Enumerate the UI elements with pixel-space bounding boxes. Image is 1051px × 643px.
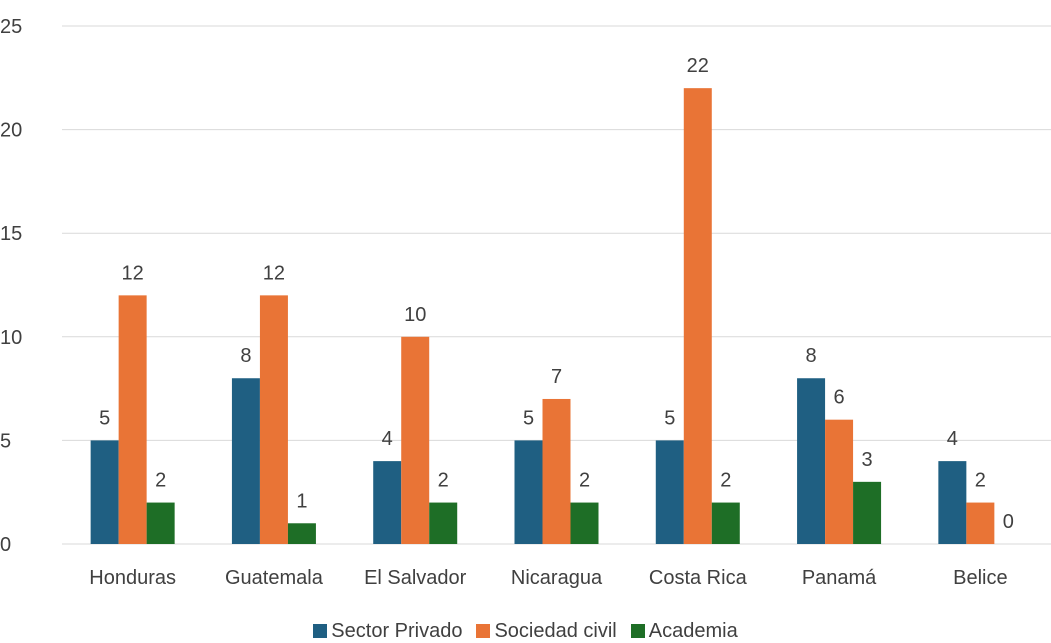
gridlines xyxy=(62,25,1051,545)
y-tick-label: 5 xyxy=(0,430,11,452)
bar xyxy=(287,523,316,544)
bar xyxy=(429,502,458,544)
legend-item-academia: Academia xyxy=(630,619,738,643)
bar xyxy=(146,502,175,544)
y-tick-label: 0 xyxy=(0,534,11,556)
x-tick-label: El Salvador xyxy=(364,567,467,589)
bar xyxy=(711,502,740,544)
x-tick-label: Guatemala xyxy=(225,567,324,589)
bar xyxy=(231,378,260,544)
x-tick-label: Belice xyxy=(953,567,1007,589)
data-label: 2 xyxy=(579,470,590,492)
bar xyxy=(853,481,882,544)
data-label: 12 xyxy=(263,262,285,284)
data-label: 12 xyxy=(122,262,144,284)
bar xyxy=(401,336,430,544)
bar xyxy=(825,419,854,544)
legend-label-sociedad-civil: Sociedad civil xyxy=(494,619,617,642)
legend-swatch-sociedad-civil xyxy=(476,624,491,638)
bar xyxy=(797,378,826,544)
data-label: 22 xyxy=(687,55,709,77)
data-label: 5 xyxy=(99,407,110,429)
data-label: 2 xyxy=(975,470,986,492)
legend-label-sector-privado: Sector Privado xyxy=(331,619,463,642)
bars xyxy=(90,88,995,544)
legend-label-academia: Academia xyxy=(648,619,738,642)
data-label: 10 xyxy=(404,304,426,326)
y-tick-label: 10 xyxy=(0,327,22,349)
y-tick-label: 20 xyxy=(0,120,22,142)
data-label: 7 xyxy=(551,366,562,388)
bar xyxy=(570,502,599,544)
data-label: 2 xyxy=(155,470,166,492)
bar xyxy=(542,398,571,544)
bar xyxy=(259,295,288,544)
data-label: 4 xyxy=(382,428,393,450)
data-label: 2 xyxy=(438,470,449,492)
legend-item-sector-privado: Sector Privado xyxy=(313,620,462,643)
bar xyxy=(118,295,147,544)
x-axis-ticks: Honduras Guatemala El Salvador Nicaragua Cos… xyxy=(89,567,1007,589)
legend-item-sociedad-civil: Sociedad civil xyxy=(476,619,617,643)
y-axis-ticks: 0 5 10 15 20 25 xyxy=(0,16,22,556)
y-tick-label: 25 xyxy=(0,16,22,38)
x-tick-label: Honduras xyxy=(89,567,176,589)
legend: Sector Privado Sociedad civil Academia xyxy=(0,620,1051,642)
bar xyxy=(966,502,995,544)
data-label: 5 xyxy=(523,407,534,429)
data-label: 1 xyxy=(296,490,307,512)
data-label: 5 xyxy=(664,407,675,429)
bar xyxy=(90,440,119,544)
bar xyxy=(655,440,684,544)
data-label: 0 xyxy=(1003,511,1014,533)
bar xyxy=(938,461,967,544)
data-label: 3 xyxy=(862,449,873,471)
data-label: 2 xyxy=(720,470,731,492)
data-label: 6 xyxy=(834,387,845,409)
y-tick-label: 15 xyxy=(0,223,22,245)
bar xyxy=(373,461,402,544)
bar xyxy=(683,88,712,544)
x-tick-label: Panamá xyxy=(802,567,877,589)
bar xyxy=(514,440,543,544)
data-label: 8 xyxy=(240,345,251,367)
x-tick-label: Nicaragua xyxy=(511,567,603,589)
legend-swatch-sector-privado xyxy=(313,624,328,638)
data-label: 4 xyxy=(947,428,958,450)
legend-swatch-academia xyxy=(630,624,645,638)
data-label: 8 xyxy=(806,345,817,367)
x-tick-label: Costa Rica xyxy=(649,567,748,589)
